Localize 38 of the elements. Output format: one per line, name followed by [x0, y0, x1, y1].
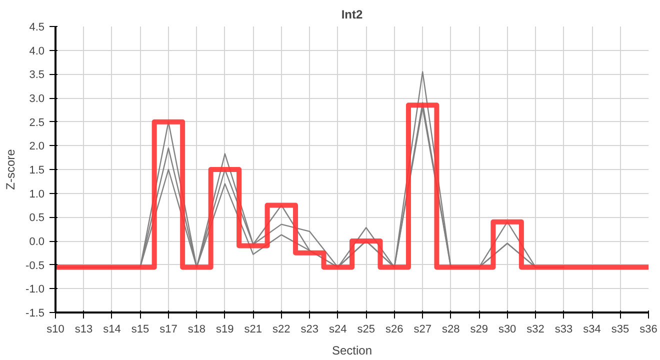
x-tick-label: s21 — [244, 324, 262, 336]
y-tick-label: 1.5 — [29, 164, 45, 176]
x-tick-label: s26 — [385, 324, 404, 336]
x-axis-title: Section — [332, 344, 372, 358]
y-tick-label: -0.5 — [26, 260, 45, 272]
y-tick-label: 4.5 — [29, 22, 45, 34]
y-tick-label: 4.0 — [29, 45, 45, 58]
x-tick-label: s25 — [357, 324, 375, 336]
x-tick-label: s34 — [583, 324, 601, 336]
chart-title: Int2 — [341, 8, 363, 22]
x-tick-label: s28 — [442, 324, 460, 336]
x-tick-label: s36 — [640, 324, 658, 336]
x-tick-label: s33 — [554, 324, 573, 336]
y-tick-label: 3.5 — [29, 69, 45, 82]
x-tick-label: s22 — [272, 324, 290, 336]
x-tick-label: s29 — [470, 324, 488, 336]
y-tick-label: 0.0 — [29, 236, 45, 248]
y-tick-label: -1.5 — [26, 308, 45, 320]
x-tick-label: s32 — [526, 324, 544, 336]
x-tick-label: s18 — [188, 324, 206, 336]
x-tick-label: s30 — [498, 324, 516, 336]
x-tick-label: s19 — [216, 324, 234, 336]
x-tick-label: s10 — [46, 324, 64, 336]
x-tick-label: s23 — [300, 324, 319, 336]
y-tick-label: 3.0 — [29, 93, 45, 105]
x-tick-label: s15 — [131, 324, 150, 336]
x-tick-label: s17 — [160, 324, 178, 336]
x-tick-label: s24 — [329, 324, 347, 336]
y-tick-label: 2.0 — [29, 140, 45, 153]
x-tick-label: s35 — [611, 324, 630, 336]
x-tick-label: s27 — [414, 324, 432, 336]
x-tick-label: s13 — [74, 324, 93, 336]
x-tick-label: s14 — [103, 324, 121, 336]
y-tick-label: 1.0 — [29, 188, 45, 200]
y-axis-title: Z-score — [4, 148, 18, 190]
y-tick-label: 2.5 — [29, 116, 45, 129]
y-tick-label: 0.5 — [29, 212, 45, 224]
y-tick-label: -1.0 — [26, 284, 45, 296]
